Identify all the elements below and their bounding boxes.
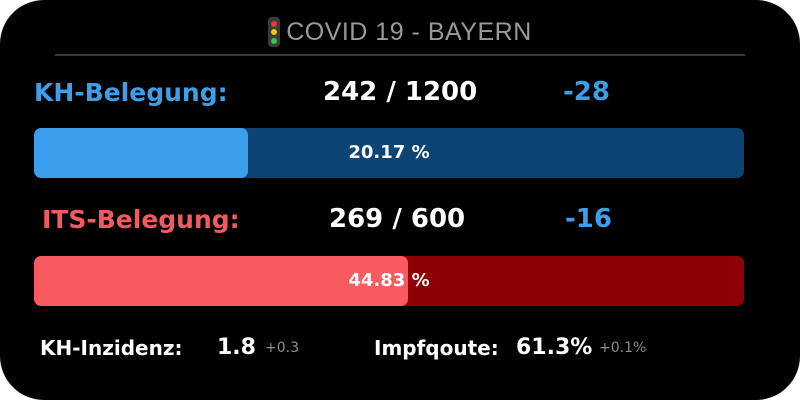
hospital-occupancy-label: KH-Belegung: bbox=[34, 78, 228, 107]
icu-occupancy-label: ITS-Belegung: bbox=[42, 205, 240, 234]
hospital-occupancy-delta: -28 bbox=[563, 77, 610, 107]
vaccination-label: Impfqoute: bbox=[374, 336, 499, 360]
vaccination-delta: +0.1% bbox=[599, 340, 646, 356]
incidence-label: KH-Inzidenz: bbox=[40, 336, 182, 360]
icu-occupancy-delta: -16 bbox=[565, 204, 612, 234]
widget-title: COVID 19 - BAYERN bbox=[286, 18, 532, 47]
vaccination-value: 61.3% bbox=[516, 335, 592, 360]
header: COVID 19 - BAYERN bbox=[0, 14, 800, 50]
hospital-occupancy-percent: 20.17 % bbox=[34, 128, 744, 178]
traffic-light-icon bbox=[268, 17, 280, 47]
incidence-value: 1.8 bbox=[217, 335, 256, 360]
incidence-delta: +0.3 bbox=[265, 340, 299, 356]
icu-occupancy-bar: 44.83 % bbox=[34, 256, 744, 306]
icu-occupancy-percent: 44.83 % bbox=[34, 256, 744, 306]
hospital-occupancy-value: 242 / 1200 bbox=[323, 77, 477, 107]
hospital-occupancy-bar: 20.17 % bbox=[34, 128, 744, 178]
icu-occupancy-value: 269 / 600 bbox=[329, 204, 465, 234]
header-divider bbox=[55, 54, 745, 56]
